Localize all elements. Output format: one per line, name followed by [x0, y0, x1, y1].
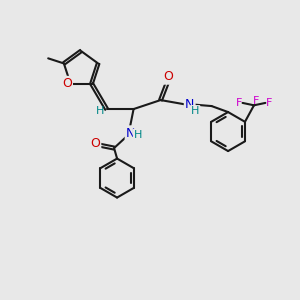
- Text: H: H: [96, 106, 104, 116]
- Text: F: F: [266, 98, 272, 108]
- Text: F: F: [253, 96, 259, 106]
- Text: O: O: [62, 77, 72, 90]
- Text: H: H: [191, 106, 199, 116]
- Text: N: N: [185, 98, 194, 111]
- Text: N: N: [126, 127, 135, 140]
- Text: O: O: [164, 70, 174, 83]
- Text: F: F: [236, 98, 242, 108]
- Text: O: O: [90, 137, 100, 150]
- Text: H: H: [134, 130, 142, 140]
